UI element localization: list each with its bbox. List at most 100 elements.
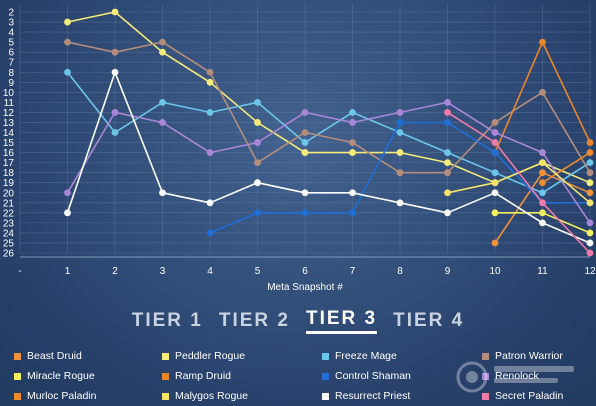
- data-point-ramp-druid: [586, 139, 594, 146]
- data-point-resurrect-priest: [491, 189, 499, 197]
- series-line-peddler-rogue: [67, 11, 591, 184]
- y-tick-label: 14: [3, 128, 15, 139]
- legend-label: Resurrect Priest: [335, 390, 411, 402]
- tab-tier-4[interactable]: TIER 4: [393, 310, 465, 331]
- line-chart: 2345678910111213141516171819202122232425…: [3, 4, 596, 293]
- data-point-freeze-mage: [111, 129, 119, 136]
- data-point-renolock: [64, 189, 71, 197]
- legend-swatch: [14, 352, 21, 360]
- data-point-renolock: [491, 129, 499, 136]
- series-line-renolock: [66, 101, 591, 224]
- y-tick-label: 11: [4, 98, 15, 109]
- data-point-patron-warrior: [491, 119, 499, 126]
- data-point-malygos-rogue: [586, 199, 594, 207]
- legend-label: Renolock: [495, 370, 539, 382]
- data-point-peddler-rogue: [254, 119, 261, 126]
- y-tick-label: 24: [3, 228, 15, 239]
- y-tick-label: 20: [3, 188, 15, 199]
- series-line-freeze-mage: [66, 71, 591, 194]
- legend-label: Control Shaman: [335, 370, 411, 382]
- axes: 2345678910111213141516171819202122232425…: [3, 8, 596, 278]
- y-tick-label: 9: [8, 78, 14, 89]
- legend-swatch: [322, 372, 329, 380]
- data-point-patron-warrior: [301, 129, 309, 136]
- data-point-freeze-mage: [444, 149, 451, 156]
- series-peddler-rogue: [64, 8, 594, 187]
- data-point-beast-druid: [491, 239, 499, 247]
- y-tick-label: 5: [8, 38, 14, 49]
- legend-item-resurrect-priest[interactable]: Resurrect Priest: [322, 386, 410, 406]
- data-point-murloc-paladin: [539, 179, 546, 187]
- legend-swatch: [482, 352, 489, 360]
- legend-item-patron-warrior[interactable]: Patron Warrior: [482, 346, 563, 366]
- y-tick-label: 15: [3, 138, 15, 149]
- legend-item-malygos-rogue[interactable]: Malygos Rogue: [162, 386, 248, 406]
- y-tick-label: 17: [3, 158, 15, 169]
- data-point-peddler-rogue: [586, 179, 594, 187]
- x-tick-label: 12: [584, 266, 596, 277]
- data-point-patron-warrior: [206, 68, 214, 76]
- legend-item-miracle-rogue[interactable]: Miracle Rogue: [14, 366, 95, 386]
- data-point-renolock: [111, 109, 119, 116]
- x-tick-label: -: [18, 266, 21, 277]
- tab-tier-2[interactable]: TIER 2: [218, 310, 290, 331]
- legend-item-beast-druid[interactable]: Beast Druid: [14, 346, 82, 366]
- data-point-peddler-rogue: [159, 48, 166, 56]
- data-point-resurrect-priest: [111, 68, 119, 76]
- data-point-freeze-mage: [586, 159, 594, 167]
- series-line-murloc-paladin: [542, 151, 591, 184]
- data-point-peddler-rogue: [396, 149, 404, 156]
- legend-item-control-shaman[interactable]: Control Shaman: [322, 366, 411, 386]
- tier-tabs: TIER 1 TIER 2 TIER 3 TIER 4: [0, 306, 596, 336]
- data-point-resurrect-priest: [301, 189, 309, 197]
- tab-tier-1[interactable]: TIER 1: [131, 310, 203, 331]
- y-tick-label: 13: [3, 118, 15, 129]
- data-point-miracle-rogue: [539, 209, 546, 217]
- data-point-peddler-rogue: [444, 159, 451, 167]
- data-point-patron-warrior: [444, 169, 451, 177]
- tab-tier-3[interactable]: TIER 3: [306, 308, 378, 334]
- data-point-resurrect-priest: [254, 179, 261, 187]
- legend-item-peddler-rogue[interactable]: Peddler Rogue: [162, 346, 245, 366]
- data-point-resurrect-priest: [586, 239, 594, 247]
- y-tick-label: 23: [3, 218, 15, 229]
- y-tick-label: 19: [3, 178, 15, 189]
- series-renolock: [64, 98, 594, 227]
- legend-item-secret-paladin[interactable]: Secret Paladin: [482, 386, 563, 406]
- data-point-control-shaman: [491, 149, 499, 156]
- legend-swatch: [162, 372, 169, 380]
- x-tick-label: 6: [302, 266, 308, 277]
- legend-label: Patron Warrior: [495, 350, 563, 362]
- data-point-ramp-druid: [539, 38, 546, 46]
- legend-label: Miracle Rogue: [27, 370, 95, 382]
- data-point-patron-warrior: [64, 38, 71, 46]
- y-tick-label: 4: [8, 28, 14, 39]
- data-point-freeze-mage: [159, 98, 166, 106]
- x-tick-label: 10: [489, 266, 501, 277]
- legend-item-freeze-mage[interactable]: Freeze Mage: [322, 346, 397, 366]
- data-point-renolock: [349, 119, 356, 126]
- data-point-peddler-rogue: [206, 78, 214, 86]
- data-point-miracle-rogue: [586, 229, 594, 237]
- x-tick-label: 1: [65, 266, 71, 277]
- series-murloc-paladin: [539, 149, 594, 187]
- legend-label: Peddler Rogue: [175, 350, 246, 362]
- x-tick-label: 5: [255, 266, 261, 277]
- y-tick-label: 21: [3, 198, 15, 209]
- legend-item-ramp-druid[interactable]: Ramp Druid: [162, 366, 231, 386]
- series-line-patron-warrior: [67, 41, 591, 174]
- legend-item-renolock[interactable]: Renolock: [482, 366, 539, 386]
- legend: Beast Druid Peddler Rogue Freeze Mage Patro…: [0, 346, 596, 406]
- data-point-secret-paladin: [491, 139, 499, 146]
- data-point-resurrect-priest: [396, 199, 404, 207]
- data-point-renolock: [206, 149, 214, 156]
- data-point-renolock: [254, 139, 261, 146]
- legend-item-murloc-paladin[interactable]: Murloc Paladin: [14, 386, 96, 406]
- data-point-freeze-mage: [539, 189, 546, 197]
- x-tick-label: 8: [397, 266, 403, 277]
- data-point-peddler-rogue: [349, 149, 356, 156]
- data-point-control-shaman: [349, 209, 356, 217]
- legend-swatch: [14, 372, 21, 380]
- legend-swatch: [162, 392, 169, 400]
- legend-swatch: [14, 392, 21, 400]
